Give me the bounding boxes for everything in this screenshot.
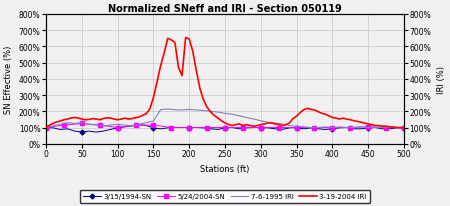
- 5/24/2004-SN: [312, 127, 317, 129]
- 3/15/1994-SN: [294, 127, 299, 129]
- 5/24/2004-SN: [222, 127, 228, 129]
- 5/24/2004-SN: [115, 127, 120, 129]
- Line: 7-6-1995 IRI: 7-6-1995 IRI: [46, 109, 404, 128]
- Legend: 3/15/1994-SN, 5/24/2004-SN, 7-6-1995 IRI, 3-19-2004 IRI: 3/15/1994-SN, 5/24/2004-SN, 7-6-1995 IRI…: [80, 190, 370, 202]
- 5/24/2004-SN: [401, 127, 407, 129]
- 7-6-1995 IRI: [158, 109, 163, 111]
- 5/24/2004-SN: [43, 127, 49, 129]
- 5/24/2004-SN: [258, 127, 264, 129]
- 3-19-2004 IRI: [297, 112, 303, 114]
- 5/24/2004-SN: [240, 127, 246, 129]
- Title: Normalized SNeff and IRI - Section 050119: Normalized SNeff and IRI - Section 05011…: [108, 4, 342, 14]
- Line: 3/15/1994-SN: 3/15/1994-SN: [44, 123, 406, 134]
- 3/15/1994-SN: [136, 124, 142, 126]
- 5/24/2004-SN: [97, 124, 103, 127]
- 3-19-2004 IRI: [133, 117, 138, 119]
- 5/24/2004-SN: [169, 127, 174, 129]
- Y-axis label: IRI (%): IRI (%): [437, 66, 446, 93]
- 7-6-1995 IRI: [151, 120, 156, 123]
- 5/24/2004-SN: [383, 127, 389, 129]
- 5/24/2004-SN: [61, 124, 67, 127]
- 3-19-2004 IRI: [315, 111, 321, 113]
- 7-6-1995 IRI: [165, 108, 171, 111]
- 3/15/1994-SN: [172, 127, 178, 129]
- 5/24/2004-SN: [186, 127, 192, 129]
- 7-6-1995 IRI: [308, 127, 314, 129]
- 3-19-2004 IRI: [261, 123, 267, 126]
- 3/15/1994-SN: [43, 127, 49, 129]
- 5/24/2004-SN: [133, 124, 138, 127]
- 5/24/2004-SN: [151, 124, 156, 127]
- X-axis label: Stations (ft): Stations (ft): [200, 164, 250, 173]
- Y-axis label: SN Effective (%): SN Effective (%): [4, 46, 13, 114]
- 3/15/1994-SN: [315, 128, 321, 130]
- Line: 3-19-2004 IRI: 3-19-2004 IRI: [46, 38, 404, 128]
- 5/24/2004-SN: [365, 126, 371, 128]
- 5/24/2004-SN: [204, 127, 210, 129]
- 7-6-1995 IRI: [401, 127, 407, 129]
- 3-19-2004 IRI: [183, 37, 189, 40]
- 5/24/2004-SN: [330, 127, 335, 129]
- 3/15/1994-SN: [129, 125, 135, 128]
- 7-6-1995 IRI: [122, 124, 127, 127]
- 5/24/2004-SN: [79, 123, 85, 125]
- 5/24/2004-SN: [294, 127, 299, 129]
- Line: 5/24/2004-SN: 5/24/2004-SN: [44, 122, 406, 130]
- 3/15/1994-SN: [394, 127, 400, 129]
- 3-19-2004 IRI: [68, 117, 74, 120]
- 3/15/1994-SN: [401, 127, 407, 129]
- 3-19-2004 IRI: [401, 127, 407, 129]
- 5/24/2004-SN: [276, 127, 281, 129]
- 5/24/2004-SN: [347, 127, 353, 129]
- 3-19-2004 IRI: [43, 127, 49, 129]
- 3-19-2004 IRI: [212, 115, 217, 117]
- 7-6-1995 IRI: [287, 125, 292, 127]
- 3/15/1994-SN: [79, 131, 85, 134]
- 3/15/1994-SN: [165, 127, 171, 129]
- 7-6-1995 IRI: [43, 127, 49, 129]
- 7-6-1995 IRI: [394, 127, 400, 129]
